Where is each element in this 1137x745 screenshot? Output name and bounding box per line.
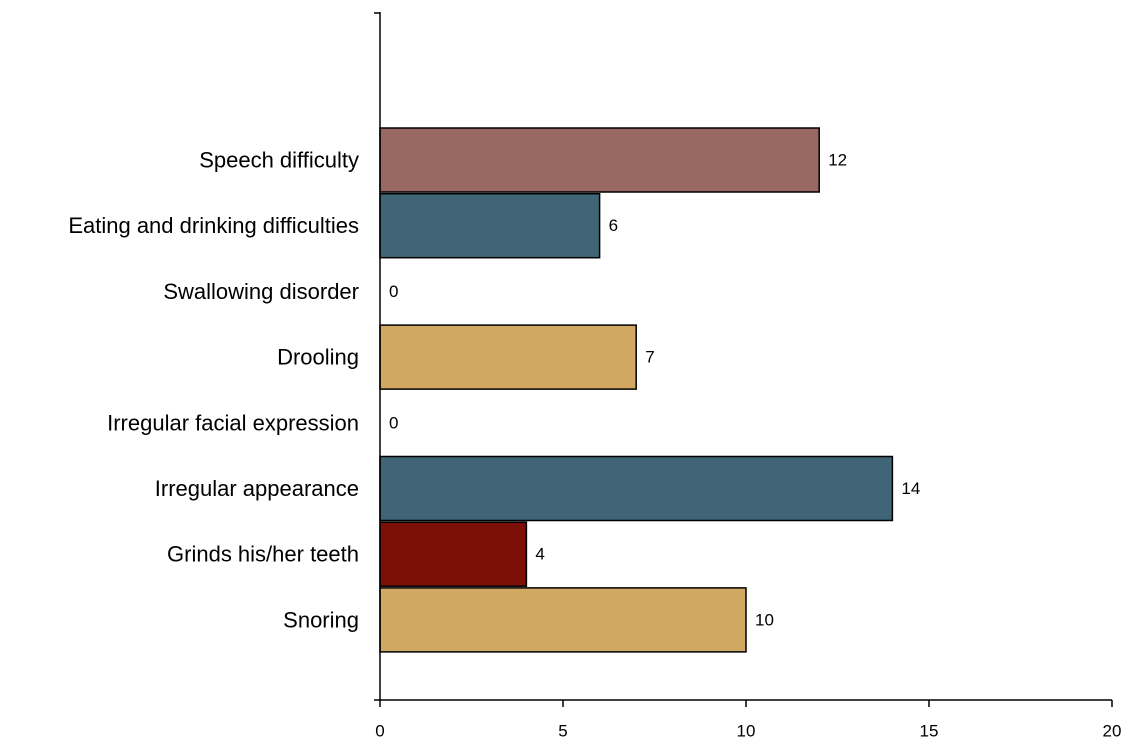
data-label-eating-and-drinking-difficulties: 6: [609, 216, 618, 235]
x-tick-label-15: 15: [920, 722, 939, 741]
data-label-grinds-his-her-teeth: 4: [535, 545, 544, 564]
axes-layer: [374, 12, 1113, 707]
bar-grinds-his-her-teeth: [379, 521, 528, 587]
category-label-eating-and-drinking-difficulties: Eating and drinking difficulties: [68, 213, 359, 238]
data-label-irregular-appearance: 14: [901, 479, 920, 498]
labels-layer: Speech difficulty 12 Eating and drinking d…: [68, 148, 1121, 741]
bar-snoring: [379, 587, 747, 653]
bars-layer: [379, 127, 894, 653]
category-label-irregular-facial-expression: Irregular facial expression: [107, 410, 359, 435]
data-label-snoring: 10: [755, 610, 774, 629]
data-label-irregular-facial-expression: 0: [389, 413, 398, 432]
x-tick-label-20: 20: [1103, 722, 1122, 741]
data-label-speech-difficulty: 12: [828, 151, 847, 170]
data-label-swallowing-disorder: 0: [389, 282, 398, 301]
category-label-grinds-his-her-teeth: Grinds his/her teeth: [167, 542, 359, 567]
category-label-swallowing-disorder: Swallowing disorder: [163, 279, 359, 304]
x-tick-label-10: 10: [737, 722, 756, 741]
category-label-irregular-appearance: Irregular appearance: [155, 476, 359, 501]
bar-irregular-appearance: [379, 455, 894, 522]
x-tick-label-5: 5: [558, 722, 567, 741]
data-label-drooling: 7: [645, 348, 654, 367]
category-label-speech-difficulty: Speech difficulty: [199, 148, 359, 173]
bar-drooling: [379, 324, 637, 390]
bar-speech-difficulty: [379, 127, 820, 193]
category-label-drooling: Drooling: [277, 345, 359, 370]
bar-eating-and-drinking-difficulties: [379, 192, 601, 259]
category-label-snoring: Snoring: [283, 607, 359, 632]
x-tick-label-0: 0: [375, 722, 384, 741]
